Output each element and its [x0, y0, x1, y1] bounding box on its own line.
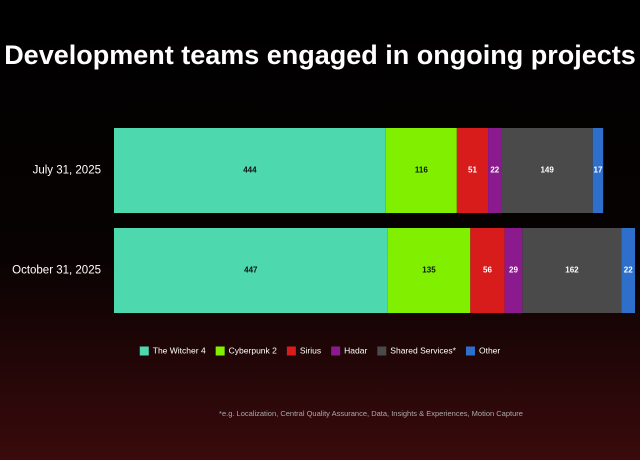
footnote: *e.g. Localization, Central Quality Assu… [219, 409, 523, 418]
value-label: 135 [422, 266, 436, 275]
bar-segment [470, 228, 505, 313]
chart-title: Development teams engaged in ongoing pro… [4, 40, 636, 70]
legend-label: Cyberpunk 2 [229, 345, 277, 355]
legend-swatch [465, 346, 475, 356]
value-label: 56 [483, 266, 492, 275]
bar-segment [387, 228, 471, 313]
value-label: 22 [624, 266, 633, 275]
bar-segment [501, 128, 593, 213]
legend-label: The Witcher 4 [153, 345, 206, 355]
bar-segment [114, 128, 386, 213]
bar-segment [456, 128, 489, 213]
y-tick-label: July 31, 2025 [33, 165, 101, 177]
bar-segment [621, 228, 635, 313]
value-label: 444 [243, 166, 257, 175]
legend-label: Hadar [344, 345, 367, 355]
value-label: 29 [509, 266, 518, 275]
bar-segment [504, 228, 523, 313]
legend-swatch [286, 346, 296, 356]
bar-segment [488, 128, 502, 213]
value-label: 447 [244, 266, 258, 275]
legend-swatch [139, 346, 149, 356]
bar-segment [114, 228, 388, 313]
bar-segment [385, 128, 457, 213]
legend-swatch [377, 346, 387, 356]
value-label: 22 [490, 166, 499, 175]
bar-segment [592, 128, 604, 213]
y-tick-label: October 31, 2025 [12, 265, 101, 277]
value-label: 17 [594, 166, 603, 175]
legend-swatch [215, 346, 225, 356]
value-label: 116 [415, 166, 428, 175]
legend-swatch [331, 346, 341, 356]
value-label: 51 [468, 166, 477, 175]
bar-segment [522, 228, 622, 313]
legend-label: Shared Services* [390, 345, 456, 355]
legend-label: Sirius [300, 345, 321, 355]
value-label: 162 [565, 266, 579, 275]
legend-label: Other [479, 345, 500, 355]
value-label: 149 [540, 166, 554, 175]
